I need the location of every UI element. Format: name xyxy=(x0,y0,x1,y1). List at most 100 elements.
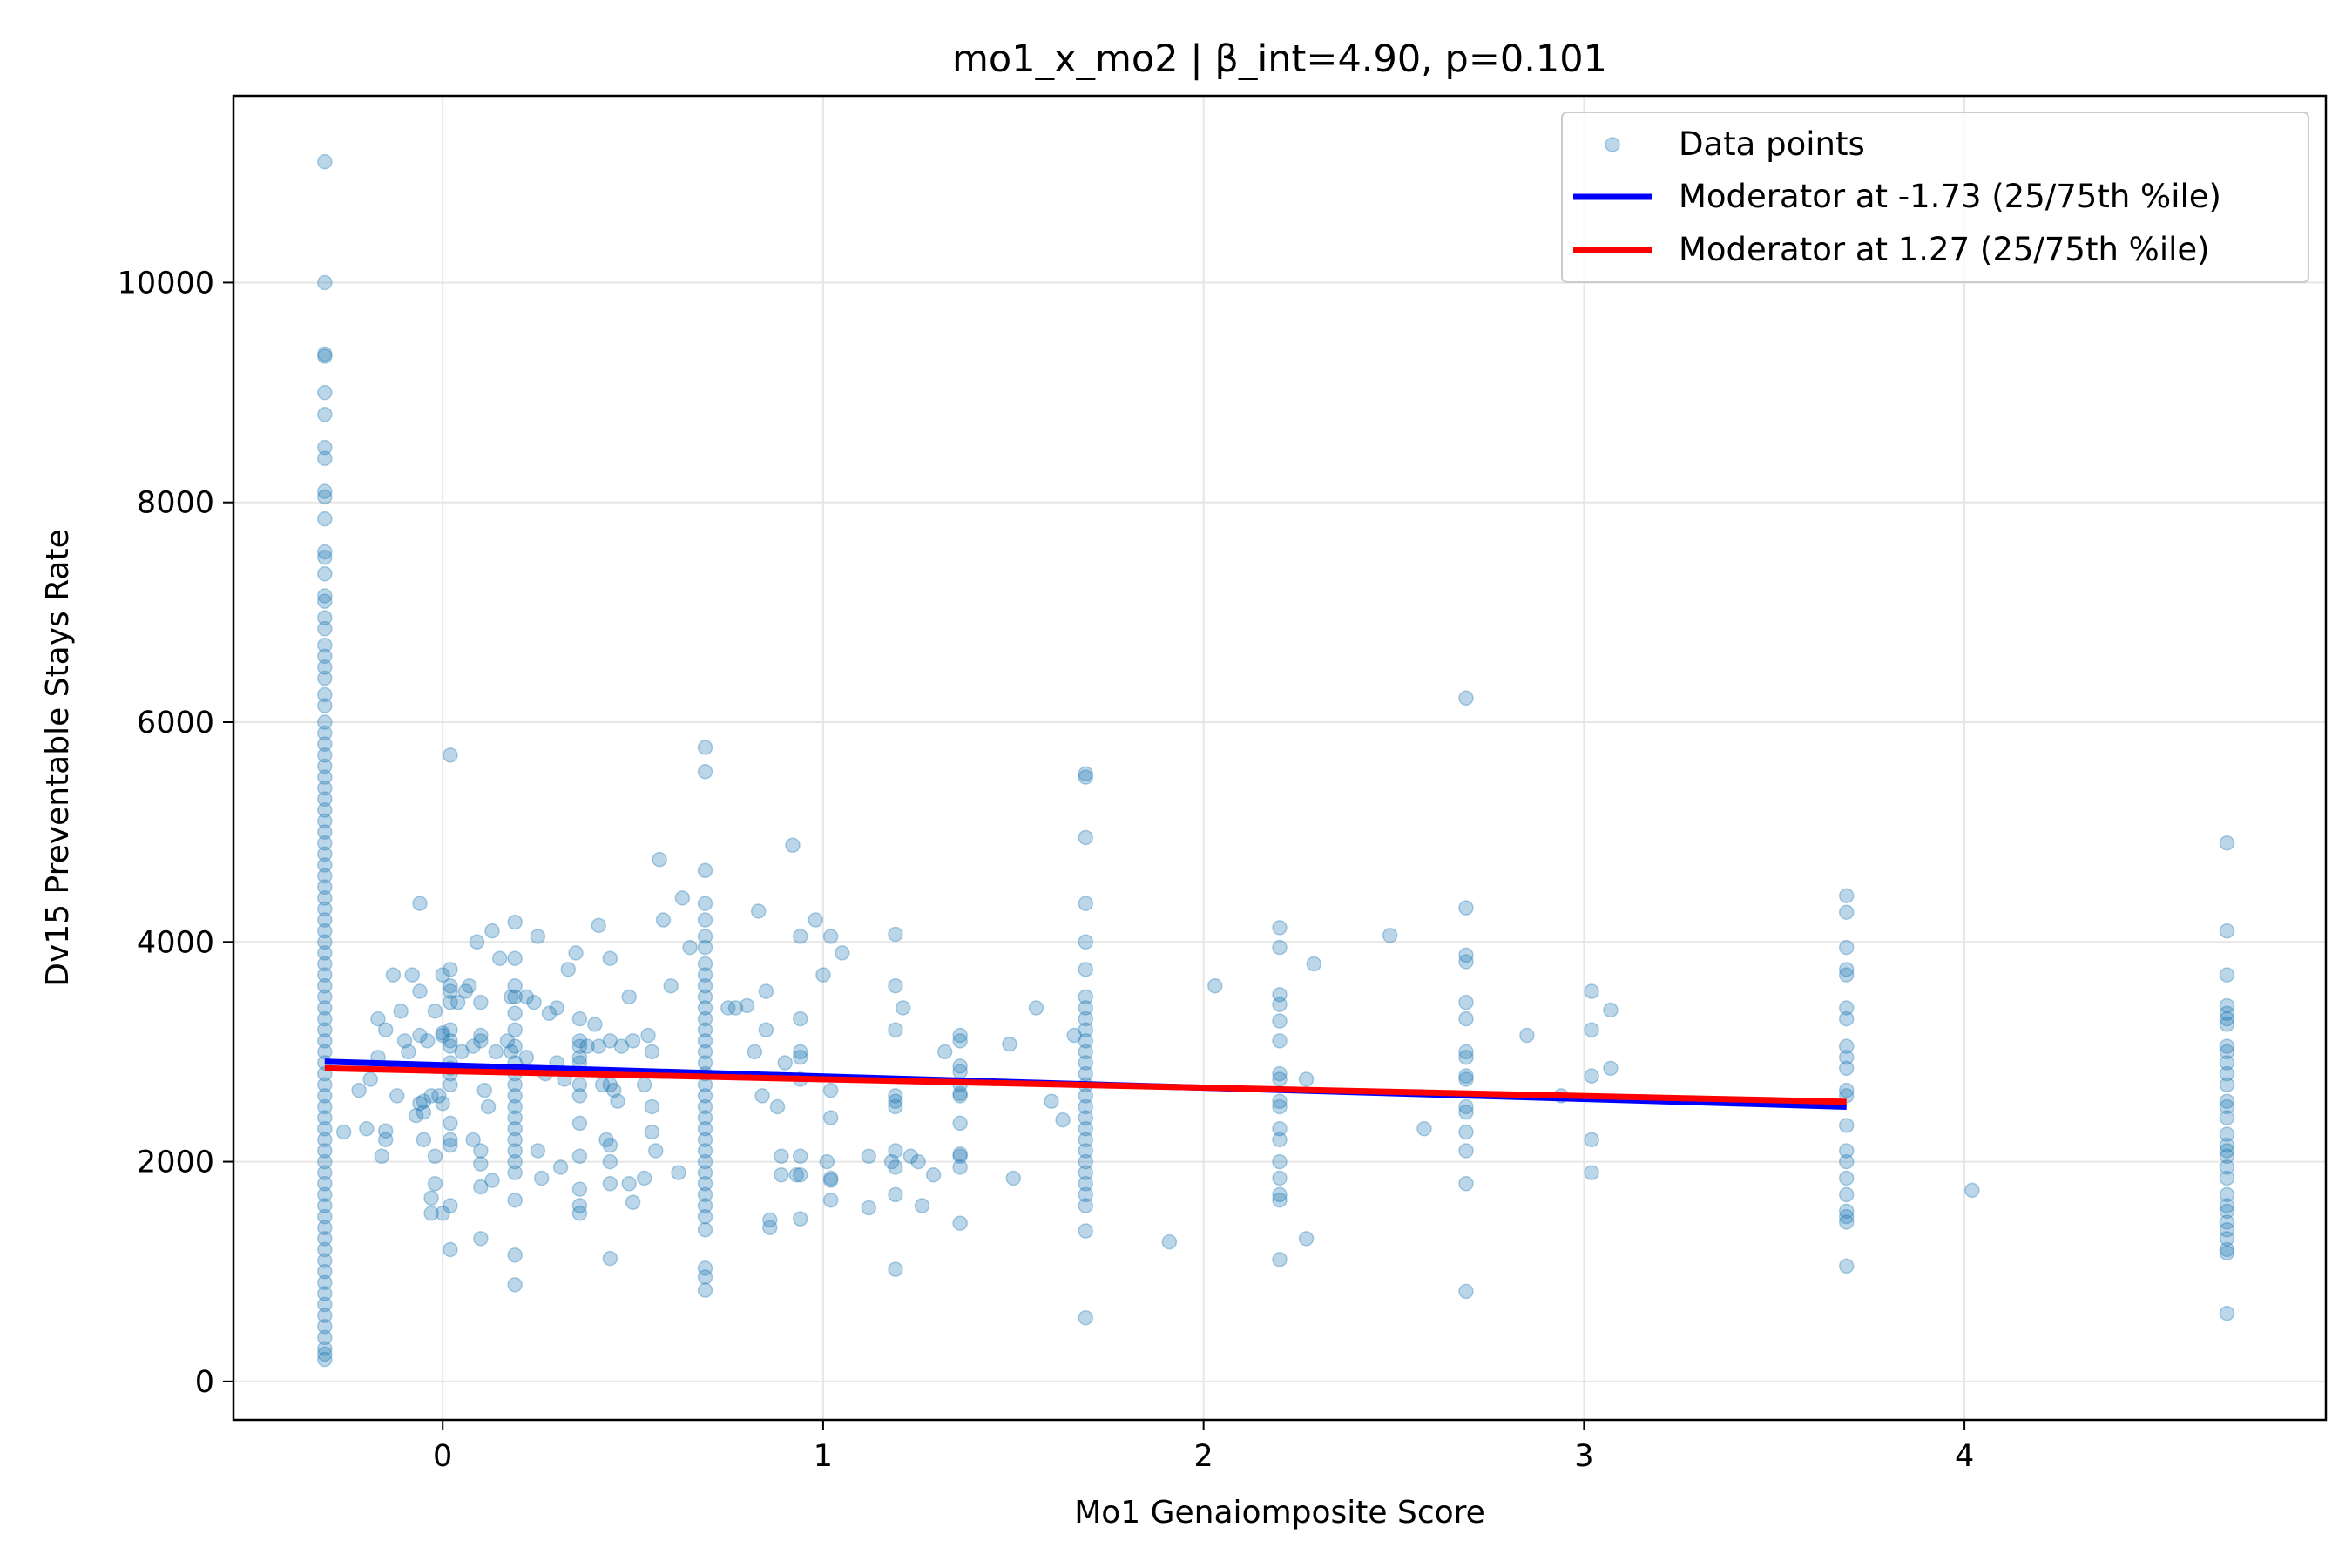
data-point xyxy=(1838,1049,1855,1065)
data-point xyxy=(507,1247,523,1263)
data-point xyxy=(888,1098,903,1115)
data-point xyxy=(317,670,333,686)
data-point xyxy=(792,1211,808,1227)
data-point xyxy=(697,912,713,928)
data-point xyxy=(435,967,450,983)
data-point xyxy=(423,1206,439,1221)
data-point xyxy=(1458,1176,1474,1192)
data-point xyxy=(1078,1223,1094,1239)
data-point xyxy=(671,1165,686,1180)
data-point xyxy=(571,1010,588,1027)
data-point xyxy=(697,896,713,911)
data-point xyxy=(1838,888,1855,904)
data-point xyxy=(571,1115,588,1132)
data-point xyxy=(374,1148,390,1165)
data-point xyxy=(1272,1065,1288,1082)
data-point xyxy=(1584,983,1599,999)
data-point xyxy=(697,967,713,983)
data-point xyxy=(697,1010,713,1027)
data-point xyxy=(443,994,458,1010)
data-point xyxy=(317,1000,333,1016)
data-point xyxy=(412,1095,428,1112)
data-point xyxy=(2219,967,2235,983)
data-point xyxy=(449,994,466,1010)
data-point xyxy=(1838,1082,1855,1098)
data-point xyxy=(888,1261,903,1277)
data-point xyxy=(1028,1000,1044,1016)
data-point xyxy=(1838,967,1855,983)
data-point xyxy=(861,1200,877,1216)
data-point xyxy=(774,1166,789,1183)
data-point xyxy=(443,1132,458,1148)
data-point xyxy=(317,686,333,703)
data-point xyxy=(1298,1071,1315,1087)
data-point xyxy=(644,1098,660,1115)
data-point xyxy=(2219,1198,2235,1213)
data-point xyxy=(2219,1222,2235,1238)
data-point xyxy=(443,962,458,977)
data-point xyxy=(317,1153,333,1170)
data-point xyxy=(1838,1208,1855,1225)
data-point xyxy=(739,997,755,1014)
legend-frame xyxy=(1561,112,2309,283)
data-point xyxy=(697,1044,713,1060)
data-point xyxy=(1078,1088,1094,1104)
data-point xyxy=(1207,977,1223,994)
data-point xyxy=(317,407,333,422)
data-point xyxy=(370,1010,386,1027)
data-point xyxy=(1078,1143,1094,1159)
data-point xyxy=(914,1198,930,1213)
data-point xyxy=(504,989,519,1005)
data-point xyxy=(317,714,333,730)
data-point xyxy=(507,977,523,994)
data-point xyxy=(888,1088,903,1104)
data-point xyxy=(1002,1036,1017,1052)
data-point xyxy=(571,1088,588,1104)
data-point xyxy=(1078,766,1094,782)
data-point xyxy=(952,1146,968,1162)
data-point xyxy=(359,1120,375,1137)
data-point xyxy=(1272,1132,1288,1148)
data-point xyxy=(377,1132,394,1148)
data-point xyxy=(952,1027,968,1044)
data-point xyxy=(473,1231,489,1247)
data-point xyxy=(443,1198,458,1213)
data-point xyxy=(1078,1098,1094,1115)
data-point xyxy=(317,1120,333,1137)
data-point xyxy=(925,1166,942,1183)
data-point xyxy=(2219,1137,2235,1153)
data-point xyxy=(507,1098,523,1115)
data-point xyxy=(758,983,774,999)
data-point xyxy=(317,1346,333,1362)
x-tick-label: 4 xyxy=(1955,1439,1974,1474)
data-point xyxy=(835,945,850,961)
data-point xyxy=(2219,923,2235,939)
data-point xyxy=(1838,1258,1855,1274)
data-point xyxy=(457,983,474,999)
data-point xyxy=(895,1000,911,1016)
data-point xyxy=(317,1098,333,1115)
x-tick-label: 3 xyxy=(1574,1439,1593,1474)
data-point xyxy=(435,1027,450,1044)
data-point xyxy=(317,780,333,796)
data-point xyxy=(317,747,333,763)
data-point xyxy=(317,791,333,808)
data-point xyxy=(427,1148,443,1165)
data-point xyxy=(419,1033,436,1049)
data-point xyxy=(317,1176,333,1192)
data-point xyxy=(317,945,333,961)
data-point xyxy=(351,1082,367,1098)
plot-frame xyxy=(232,94,2328,1422)
data-point xyxy=(1161,1233,1178,1250)
data-point xyxy=(2219,1010,2235,1027)
data-point xyxy=(1838,1203,1855,1220)
data-point xyxy=(1416,1120,1432,1137)
chart-title: mo1_x_mo2 | β_int=4.90, p=0.101 xyxy=(952,37,1607,81)
x-tick-label: 2 xyxy=(1194,1439,1213,1474)
data-point xyxy=(393,1004,409,1019)
data-point xyxy=(822,1170,839,1186)
data-point xyxy=(936,1044,953,1060)
data-point xyxy=(902,1148,919,1165)
data-point xyxy=(507,1038,523,1054)
